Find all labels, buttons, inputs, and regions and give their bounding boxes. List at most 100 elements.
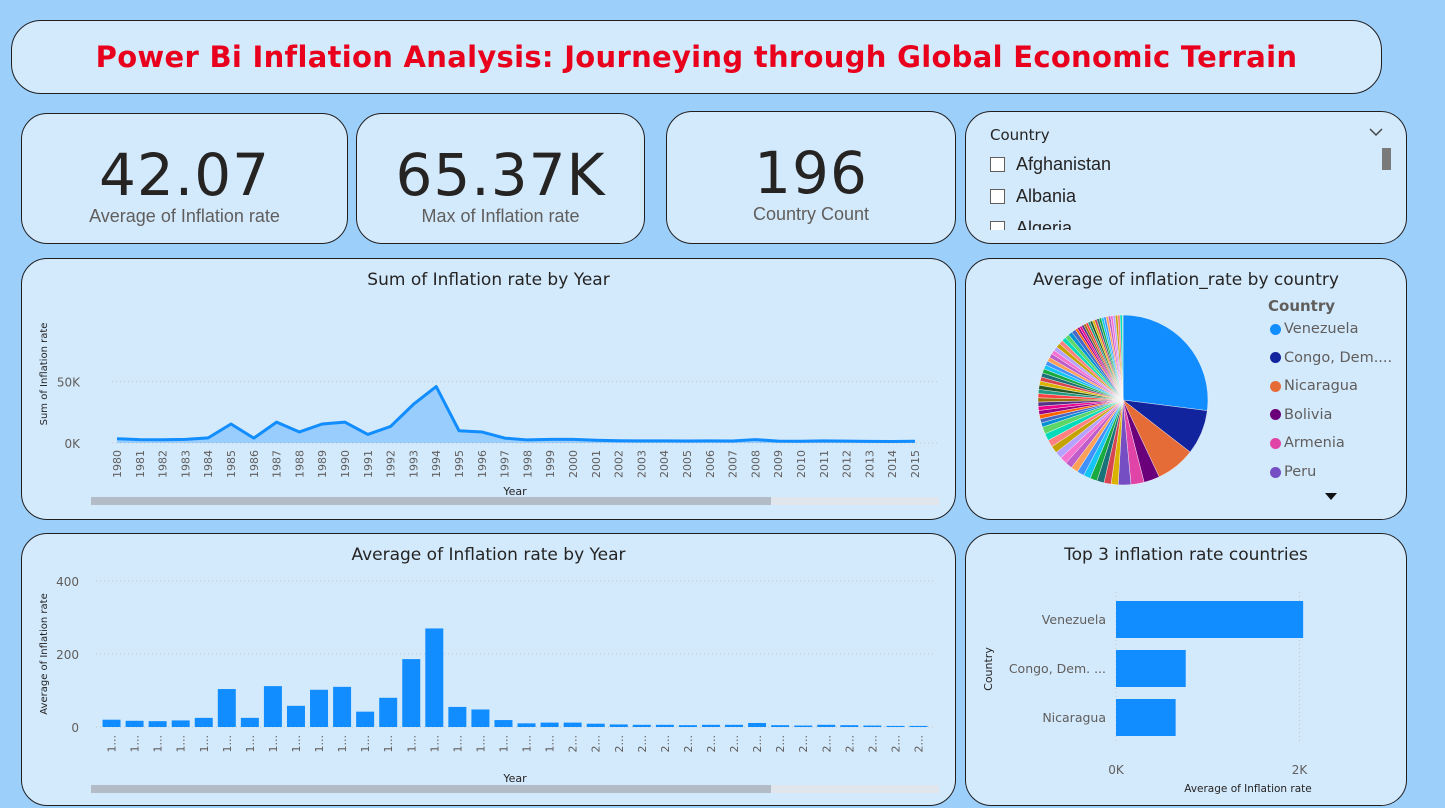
legend-marker: [1270, 466, 1281, 478]
x-tick-label: 2013: [863, 450, 876, 478]
pie-chart-card[interactable]: Average of inflation_rate by country Cou…: [965, 258, 1407, 520]
pie-slice: [1122, 314, 1209, 411]
slicer-item-algeria[interactable]: Algeria: [990, 218, 1072, 230]
x-tick-label: 1...: [244, 735, 257, 753]
checkbox[interactable]: [990, 189, 1005, 204]
horizontal-bar-chart: 0K 2K Venezuela Congo, Dem. ... Nicaragua Ave…: [982, 592, 1312, 795]
bar: [701, 724, 720, 727]
top3-chart-card[interactable]: Top 3 inflation rate countries 0K 2K Venez…: [965, 533, 1407, 806]
bar: [886, 725, 905, 727]
x-tick-label: 1...: [474, 735, 487, 753]
x-tick-label: 2014: [886, 450, 899, 478]
x-tick-label: 1...: [129, 735, 142, 753]
chevron-down-icon[interactable]: [1368, 126, 1384, 138]
x-tick-label: 1996: [476, 450, 489, 478]
slicer-label: Country: [990, 126, 1050, 144]
x-tick-label: 2...: [843, 735, 856, 753]
x-tick-label: 1...: [106, 735, 119, 753]
scrollbar-thumb: [91, 785, 771, 793]
legend-marker: [1270, 409, 1281, 421]
x-tick-label: 1988: [293, 450, 306, 478]
bar: [725, 724, 744, 727]
bar: [817, 724, 836, 727]
kpi-value: 65.37K: [395, 141, 606, 209]
x-axis-title: Year: [502, 485, 527, 498]
slicer-scrollbar[interactable]: [1382, 148, 1391, 170]
x-tick-label: 2005: [681, 450, 694, 478]
series-line: [116, 385, 916, 444]
x-tick-label: 2...: [889, 735, 902, 753]
bar: [794, 725, 813, 727]
legend-item[interactable]: Armenia: [1270, 435, 1345, 451]
x-tick-label: 2...: [613, 735, 626, 753]
x-tick-label: 1993: [407, 450, 420, 478]
dashboard-title: Power Bi Inflation Analysis: Journeying …: [95, 40, 1298, 74]
x-tick-label: 1...: [497, 735, 510, 753]
country-slicer[interactable]: Country Afghanistan Albania Algeria: [965, 111, 1407, 244]
y-tick-label: 400: [56, 575, 79, 589]
x-tick-label: 1990: [339, 450, 352, 478]
x-tick-label: 1...: [221, 735, 234, 753]
area-chart-card[interactable]: Sum of Inflation rate by Year 0K 50K 1980 1…: [21, 258, 956, 520]
x-tick-label: 2...: [636, 735, 649, 753]
bar: [748, 722, 767, 727]
x-tick-label: 1980: [111, 450, 124, 478]
chart-title: Average of inflation_rate by country: [1033, 270, 1339, 290]
x-tick-label: 2006: [704, 450, 717, 478]
bar: [909, 725, 928, 727]
x-tick-label: 2008: [749, 450, 762, 478]
x-tick-label: 1983: [179, 450, 192, 478]
x-tick-label: 2...: [567, 735, 580, 753]
x-tick-label: 2...: [797, 735, 810, 753]
kpi-card-country-count[interactable]: 196 Country Count: [666, 111, 956, 244]
slicer-item-afghanistan[interactable]: Afghanistan: [990, 154, 1111, 175]
legend-label: Congo, Dem....: [1284, 349, 1393, 366]
bar-chart-card[interactable]: Average of Inflation rate by Year 0 200 40…: [21, 533, 956, 806]
checkbox[interactable]: [990, 157, 1005, 172]
x-tick-label: 1...: [152, 735, 165, 753]
x-tick-label: 2...: [774, 735, 787, 753]
legend-scroll-down-icon[interactable]: [1324, 491, 1338, 501]
bar-chart: 0 200 400 1... 1... 1... 1... 1... 1... 1... 1... 1…: [39, 575, 939, 793]
x-tick-label: 1986: [248, 450, 261, 478]
legend-item[interactable]: Venezuela: [1270, 321, 1358, 337]
kpi-card-average[interactable]: 42.07 Average of Inflation rate: [21, 113, 348, 244]
legend-item[interactable]: Peru: [1270, 464, 1316, 480]
checkbox[interactable]: [990, 221, 1005, 230]
x-tick-label: 1...: [336, 735, 349, 753]
x-tick-label: 2K: [1292, 763, 1309, 777]
kpi-label: Max of Inflation rate: [421, 206, 580, 226]
bar: [356, 711, 375, 727]
x-tick-label: 2011: [818, 450, 831, 478]
slicer-item-label: Albania: [1016, 186, 1077, 206]
x-tick-label: 2007: [727, 450, 740, 478]
x-tick-label: 1997: [499, 450, 512, 478]
legend-item[interactable]: Congo, Dem....: [1270, 350, 1392, 366]
x-tick-label: 2...: [705, 735, 718, 753]
scrollbar-thumb: [91, 497, 771, 505]
bar: [402, 659, 421, 727]
bar: [171, 720, 190, 727]
x-tick-label: 1...: [405, 735, 418, 753]
kpi-label: Average of Inflation rate: [89, 206, 280, 226]
area-chart: 0K 50K 1980 1981 1982 1983 1984 1985 1986 1987 198…: [39, 323, 940, 505]
slicer-item-label: Algeria: [1016, 218, 1073, 230]
bar: [310, 689, 329, 727]
x-tick-label: 2001: [590, 450, 603, 478]
chart-title: Sum of Inflation rate by Year: [367, 270, 610, 290]
bar: [678, 725, 697, 727]
legend-item[interactable]: Nicaragua: [1270, 378, 1358, 394]
x-tick-label: 1...: [267, 735, 280, 753]
slicer-item-albania[interactable]: Albania: [990, 186, 1076, 207]
y-tick-label: Venezuela: [1042, 612, 1106, 627]
legend-marker: [1270, 380, 1281, 392]
x-tick-label: 1985: [225, 450, 238, 478]
kpi-card-max[interactable]: 65.37K Max of Inflation rate: [356, 113, 645, 244]
x-tick-label: 1...: [428, 735, 441, 753]
kpi-value: 196: [754, 139, 868, 207]
legend-item[interactable]: Bolivia: [1270, 407, 1332, 423]
y-tick-label: 50K: [57, 376, 81, 390]
bar: [194, 717, 213, 727]
bar: [102, 719, 121, 727]
bar: [540, 722, 559, 727]
